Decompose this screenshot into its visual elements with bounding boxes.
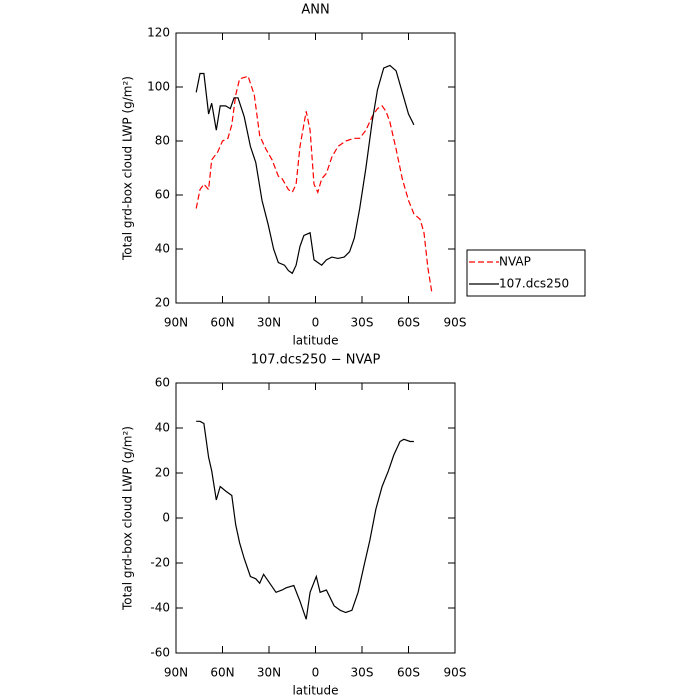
y-tick-label: 40 <box>155 421 170 435</box>
chart-title: ANN <box>301 3 329 18</box>
plot-frame <box>175 32 456 304</box>
y-tick-label: -20 <box>150 556 170 570</box>
x-axis-label: latitude <box>292 334 338 348</box>
y-axis-label: Total grd-box cloud LWP (g/m²) <box>121 426 135 611</box>
y-tick-label: 20 <box>155 466 170 480</box>
data-line <box>195 75 433 293</box>
x-tick-label: 0 <box>312 316 320 330</box>
x-tick-label: 30N <box>257 666 281 680</box>
y-tick-label: 60 <box>155 376 170 390</box>
legend-box <box>466 249 586 297</box>
x-tick-label: 90S <box>444 316 467 330</box>
y-tick-label: 20 <box>155 296 170 310</box>
x-tick-label: 60S <box>397 666 420 680</box>
x-tick-label: 0 <box>312 666 320 680</box>
x-tick-label: 90N <box>164 316 188 330</box>
legend-label: NVAP <box>499 255 531 269</box>
y-axis-label: Total grd-box cloud LWP (g/m²) <box>121 76 135 261</box>
y-tick-label: 120 <box>147 26 170 40</box>
plot-frame <box>175 382 456 654</box>
y-tick-label: -40 <box>150 601 170 615</box>
x-tick-label: 90S <box>444 666 467 680</box>
x-tick-label: 90N <box>164 666 188 680</box>
y-tick-label: 40 <box>155 242 170 256</box>
y-tick-label: 80 <box>155 134 170 148</box>
data-line <box>195 64 415 275</box>
x-axis-label: latitude <box>292 684 338 698</box>
x-tick-label: 30S <box>351 316 374 330</box>
legend-label: 107.dcs250 <box>499 277 569 291</box>
y-tick-label: 100 <box>147 80 170 94</box>
x-tick-label: 60N <box>210 666 234 680</box>
y-tick-label: 0 <box>162 511 170 525</box>
x-tick-label: 30S <box>351 666 374 680</box>
y-tick-label: 60 <box>155 188 170 202</box>
x-tick-label: 30N <box>257 316 281 330</box>
y-tick-label: -60 <box>150 646 170 660</box>
data-line <box>196 420 414 620</box>
chart-title: 107.dcs250 − NVAP <box>251 353 381 368</box>
x-tick-label: 60S <box>397 316 420 330</box>
x-tick-label: 60N <box>210 316 234 330</box>
